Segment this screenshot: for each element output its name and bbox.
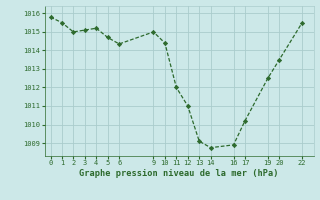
X-axis label: Graphe pression niveau de la mer (hPa): Graphe pression niveau de la mer (hPa) — [79, 169, 279, 178]
